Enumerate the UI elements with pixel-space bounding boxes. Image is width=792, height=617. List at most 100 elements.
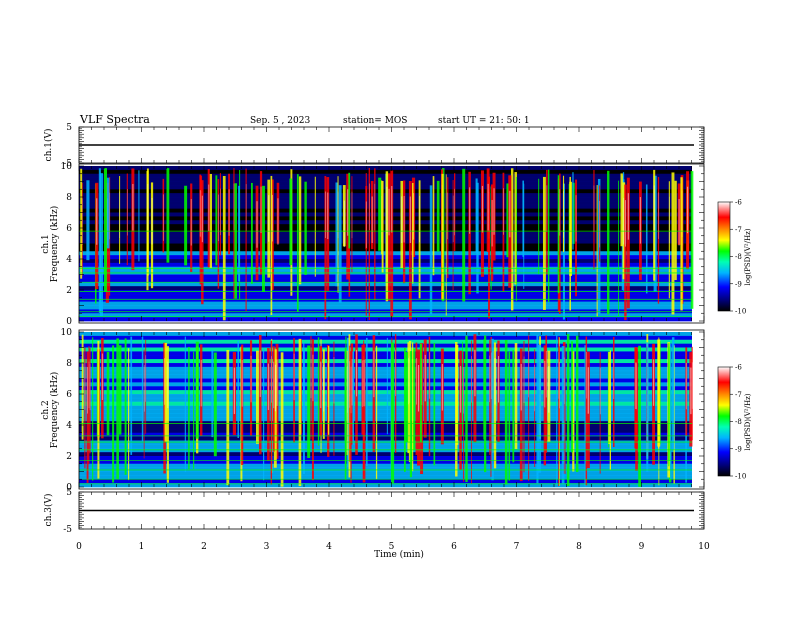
- spectrogram-streak: [447, 192, 449, 240]
- spectrogram-streak: [256, 350, 259, 444]
- spectrogram-streak: [528, 350, 529, 398]
- spectrogram-streak: [88, 361, 90, 409]
- spectrogram-streak: [536, 335, 539, 484]
- axis-ticks: [78, 126, 705, 530]
- spectrogram-band: [79, 452, 692, 457]
- spectrogram-streak: [528, 335, 530, 481]
- spectrogram-streak: [86, 180, 90, 261]
- spectrogram-band: [79, 301, 692, 306]
- spectrogram-streak: [658, 192, 659, 239]
- spectrogram-band: [79, 366, 692, 372]
- spectrogram-streak: [626, 177, 630, 309]
- spectrogram-band: [79, 166, 692, 171]
- ch2-colorbar-label: log(PSD)(V²/Hz): [744, 393, 752, 450]
- ch1-waveform-ylabel: ch.1(V): [43, 129, 54, 162]
- spectrogram-streak: [184, 336, 186, 473]
- spectrogram-streak: [250, 355, 252, 403]
- spectrogram-streak: [557, 175, 560, 294]
- spectrogram-streak: [386, 337, 388, 435]
- spectrogram-streak: [474, 349, 476, 397]
- spectrogram-streak: [569, 181, 572, 276]
- spectrogram-streak: [544, 360, 546, 408]
- spectrogram-streak: [412, 348, 416, 451]
- spectrogram-streak: [327, 192, 329, 240]
- spectrogram-streak: [491, 338, 494, 481]
- spectrogram-streak: [484, 335, 487, 473]
- spectrogram-streak: [657, 176, 660, 304]
- spectrogram-streak: [523, 340, 525, 473]
- spectrogram-streak: [407, 357, 409, 405]
- spectrogram-streak: [408, 181, 412, 320]
- spectrogram-band: [79, 305, 692, 310]
- spectrogram-streak: [307, 345, 311, 458]
- spectrogram-streak: [147, 183, 149, 231]
- x-tick-label: 10: [698, 542, 710, 552]
- spectrogram-streak: [419, 195, 420, 243]
- spectrogram-band: [79, 351, 692, 356]
- spectrogram-streak: [686, 186, 689, 234]
- y-tick-label: 8: [66, 193, 72, 203]
- spectrogram-streak: [80, 168, 83, 279]
- chart-title: VLF Spectra: [79, 113, 150, 126]
- spectrogram-streak: [311, 339, 314, 481]
- spectrogram-streak: [587, 367, 589, 414]
- spectrogram-streak: [199, 190, 201, 237]
- spectrogram-streak: [411, 182, 414, 284]
- spectrogram-band: [79, 293, 692, 299]
- spectrogram-streak: [351, 358, 353, 406]
- spectrogram-streak: [490, 337, 492, 477]
- spectrogram-streak: [522, 180, 525, 257]
- spectrogram-streak: [374, 168, 376, 301]
- spectrogram-streak: [635, 362, 637, 410]
- spectrogram-band: [79, 428, 692, 434]
- spectrogram-streak: [409, 351, 413, 478]
- spectrogram-streak: [680, 177, 683, 311]
- spectrogram-streak: [302, 347, 305, 475]
- spectrogram-streak: [374, 183, 376, 231]
- spectrogram-streak: [97, 340, 100, 479]
- spectrogram-band: [79, 332, 692, 337]
- spectrogram-streak: [296, 174, 299, 312]
- x-tick-label: 5: [389, 542, 395, 552]
- spectrogram-streak: [127, 188, 128, 236]
- spectrogram-streak: [143, 365, 145, 412]
- spectrogram-streak: [546, 185, 548, 232]
- spectrogram-streak: [355, 349, 358, 397]
- colorbar-tick-label: -10: [735, 308, 746, 316]
- spectrogram-streak: [403, 347, 406, 472]
- x-tick-label: 6: [451, 542, 457, 552]
- spectrogram-streak: [347, 189, 349, 236]
- spectrogram-band: [79, 313, 692, 318]
- spectrogram-streak: [245, 184, 247, 231]
- spectrogram-streak: [368, 168, 370, 321]
- spectrogram-streak: [462, 341, 463, 436]
- spectrogram-band: [79, 382, 692, 387]
- spectrogram-streak: [167, 361, 169, 409]
- spectrogram-streak: [106, 352, 110, 436]
- x-tick-label: 8: [576, 542, 582, 552]
- spectrogram-streak: [558, 352, 560, 399]
- spectrogram-streak: [193, 351, 195, 469]
- spectrogram-streak: [349, 361, 351, 408]
- y-tick-label: -5: [63, 525, 72, 535]
- ch2-spectrogram-ylabel-frequency: Frequency (kHz): [49, 372, 60, 449]
- spectrogram-streak: [620, 173, 623, 247]
- spectrogram-streak: [481, 185, 484, 233]
- spectrogram-streak: [106, 177, 110, 249]
- spectrogram-streak: [558, 336, 560, 487]
- spectrogram-streak: [391, 186, 393, 233]
- spectrogram-streak: [671, 172, 675, 315]
- spectrogram-streak: [213, 352, 217, 457]
- ch1-colorbar-label: log(PSD)(V²/Hz): [744, 228, 752, 285]
- spectrogram-streak: [454, 188, 455, 236]
- spectrogram-streak: [452, 195, 454, 243]
- x-tick-label: 7: [514, 542, 520, 552]
- spectrogram-streak: [378, 177, 382, 251]
- spectrogram-streak: [245, 168, 247, 311]
- spectrogram-streak: [627, 193, 629, 240]
- spectrogram-band: [79, 378, 692, 383]
- spectrogram-streak: [403, 195, 405, 243]
- waveform-series: [79, 144, 694, 512]
- spectrogram-streak: [337, 191, 339, 239]
- spectrogram-streak: [559, 361, 560, 409]
